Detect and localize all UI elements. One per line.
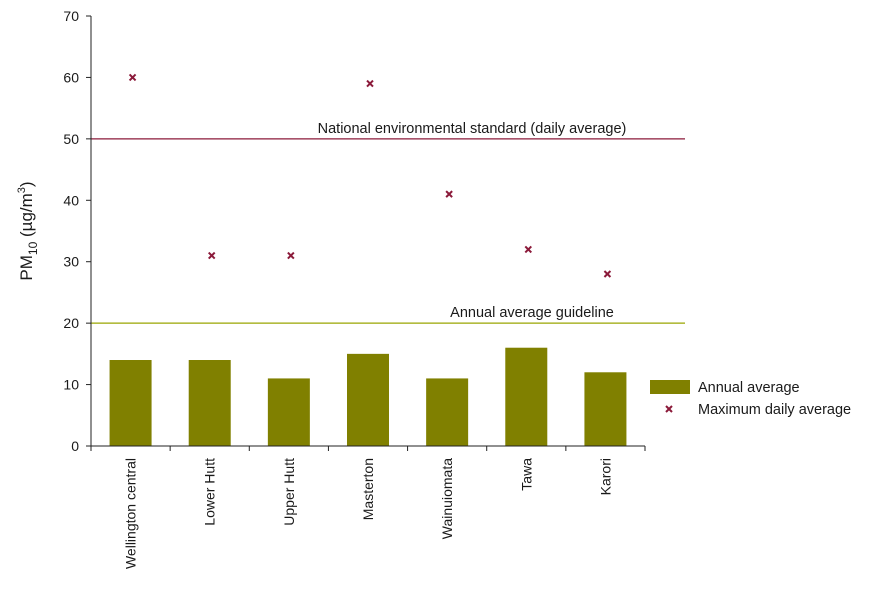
- marker-lower-hutt: [208, 251, 216, 260]
- bar-upper-hutt: [267, 378, 310, 446]
- y-tick-label: 20: [63, 315, 79, 331]
- legend-label-maximum-daily-average: Maximum daily average: [698, 402, 851, 418]
- x-tick-label-karori: Karori: [597, 458, 613, 495]
- marker-stroke: [445, 190, 453, 198]
- x-tick-label-upper-hutt: Upper Hutt: [281, 458, 297, 526]
- bars: [109, 347, 627, 446]
- reference-label-annual-average-guideline: Annual average guideline: [450, 305, 614, 321]
- y-axis-label: PM10 (µg/m3): [16, 181, 40, 280]
- x-tick-label-lower-hutt: Lower Hutt: [202, 458, 218, 526]
- legend-label-annual-average: Annual average: [698, 380, 800, 396]
- y-tick-label: 60: [63, 69, 79, 85]
- bar-lower-hutt: [188, 360, 231, 446]
- y-tick-label: 50: [63, 131, 79, 147]
- bar-karori: [584, 372, 627, 446]
- marker-karori: [603, 270, 612, 278]
- y-tick-label: 0: [71, 438, 79, 454]
- reference-lines: National environmental standard (daily a…: [91, 121, 685, 324]
- marker-stroke: [366, 79, 374, 88]
- marker-stroke: [287, 251, 295, 260]
- marker-stroke: [208, 251, 216, 260]
- legend-marker-maximum-daily-average: [665, 405, 673, 413]
- y-tick-label: 70: [63, 8, 79, 24]
- reference-label-national-environmental-standard-daily-average: National environmental standard (daily a…: [318, 121, 627, 137]
- marker-tawa: [524, 245, 532, 254]
- markers: [128, 73, 612, 278]
- bar-masterton: [347, 353, 389, 446]
- bar-wainuiomata: [426, 378, 469, 446]
- y-tick-label: 30: [63, 254, 79, 270]
- x-tick-label-wainuiomata: Wainuiomata: [439, 458, 455, 539]
- x-tick-label-tawa: Tawa: [518, 458, 534, 491]
- marker-wainuiomata: [445, 190, 453, 198]
- marker-stroke: [603, 270, 612, 278]
- legend-swatch-annual-average: [650, 380, 690, 394]
- marker-masterton: [366, 79, 374, 88]
- y-tick-label: 10: [63, 377, 79, 393]
- legend: Annual average Maximum daily average: [650, 380, 851, 418]
- y-tick-label: 40: [63, 192, 79, 208]
- marker-stroke: [524, 245, 532, 254]
- marker-stroke: [128, 73, 137, 82]
- bar-wellington-central: [109, 360, 152, 446]
- x-tick-label-masterton: Masterton: [360, 458, 376, 520]
- marker-upper-hutt: [287, 251, 295, 260]
- bar-tawa: [505, 347, 548, 446]
- axes: 0 10 20 30 40 50 60 70 Wellington central Lower H…: [63, 8, 646, 569]
- marker-wellington-central: [128, 73, 137, 82]
- x-tick-label-wellington-central: Wellington central: [123, 458, 139, 569]
